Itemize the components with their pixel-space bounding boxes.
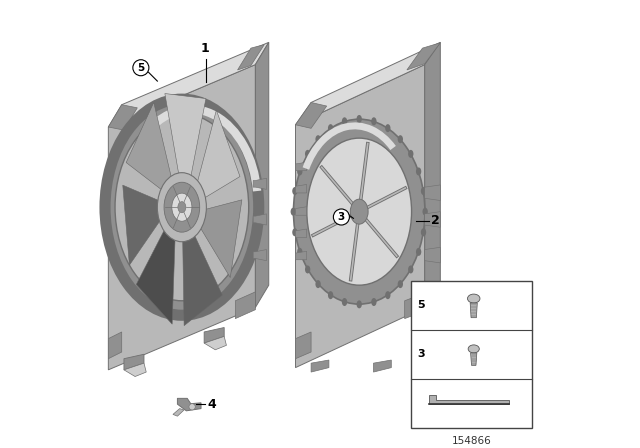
Ellipse shape <box>342 117 348 125</box>
Ellipse shape <box>305 150 310 158</box>
Ellipse shape <box>305 265 310 273</box>
Polygon shape <box>429 395 509 404</box>
Text: 2: 2 <box>431 214 440 227</box>
Polygon shape <box>253 250 266 261</box>
Polygon shape <box>470 353 477 366</box>
Ellipse shape <box>397 135 403 143</box>
Ellipse shape <box>157 172 206 242</box>
Polygon shape <box>425 42 440 307</box>
Ellipse shape <box>316 280 321 288</box>
Text: 1: 1 <box>201 42 209 55</box>
Polygon shape <box>425 211 440 227</box>
Polygon shape <box>204 336 227 350</box>
Polygon shape <box>470 303 477 318</box>
Polygon shape <box>311 360 329 372</box>
Polygon shape <box>296 103 326 128</box>
Ellipse shape <box>356 115 362 123</box>
Polygon shape <box>404 293 425 319</box>
Ellipse shape <box>294 119 425 304</box>
Polygon shape <box>253 178 266 190</box>
Polygon shape <box>425 185 440 201</box>
Polygon shape <box>204 327 224 343</box>
Polygon shape <box>296 251 307 260</box>
Ellipse shape <box>371 117 376 125</box>
Text: 5: 5 <box>417 300 425 310</box>
Polygon shape <box>296 229 307 237</box>
Ellipse shape <box>297 168 303 176</box>
Ellipse shape <box>397 280 403 288</box>
Polygon shape <box>108 65 255 370</box>
Polygon shape <box>198 200 242 278</box>
Ellipse shape <box>291 207 296 215</box>
Ellipse shape <box>292 187 298 195</box>
Polygon shape <box>165 94 206 181</box>
Text: 4: 4 <box>207 398 216 411</box>
Polygon shape <box>253 214 266 225</box>
Polygon shape <box>296 162 307 171</box>
Ellipse shape <box>292 228 298 236</box>
Ellipse shape <box>172 193 192 221</box>
Polygon shape <box>126 103 173 192</box>
Polygon shape <box>255 42 269 307</box>
Ellipse shape <box>178 202 186 213</box>
Polygon shape <box>196 110 240 200</box>
Polygon shape <box>296 185 307 193</box>
Ellipse shape <box>468 345 479 353</box>
Text: 154866: 154866 <box>452 436 492 446</box>
Ellipse shape <box>385 124 390 132</box>
Ellipse shape <box>385 291 390 299</box>
Polygon shape <box>108 332 122 359</box>
Ellipse shape <box>421 228 426 236</box>
Polygon shape <box>173 409 184 416</box>
Polygon shape <box>124 363 146 376</box>
Polygon shape <box>374 360 391 372</box>
Ellipse shape <box>350 199 368 224</box>
Ellipse shape <box>342 298 348 306</box>
Polygon shape <box>108 105 138 130</box>
Polygon shape <box>108 42 269 127</box>
Polygon shape <box>123 185 163 265</box>
Circle shape <box>333 209 349 225</box>
Polygon shape <box>425 247 440 263</box>
Polygon shape <box>296 332 311 359</box>
Ellipse shape <box>421 187 426 195</box>
Ellipse shape <box>422 207 428 215</box>
Ellipse shape <box>408 150 413 158</box>
Ellipse shape <box>416 248 421 256</box>
FancyBboxPatch shape <box>412 281 532 428</box>
Text: 3: 3 <box>417 349 425 359</box>
Circle shape <box>133 60 149 76</box>
Polygon shape <box>124 354 144 370</box>
Ellipse shape <box>328 291 333 299</box>
Polygon shape <box>296 207 307 215</box>
Polygon shape <box>237 44 264 70</box>
Polygon shape <box>296 65 425 368</box>
Ellipse shape <box>164 182 200 232</box>
Ellipse shape <box>316 135 321 143</box>
Polygon shape <box>296 42 440 125</box>
Ellipse shape <box>371 298 376 306</box>
Ellipse shape <box>416 168 421 176</box>
Polygon shape <box>136 225 175 324</box>
Ellipse shape <box>115 114 249 301</box>
Ellipse shape <box>105 99 259 315</box>
Ellipse shape <box>328 124 333 132</box>
Polygon shape <box>177 398 201 411</box>
Ellipse shape <box>467 294 480 303</box>
Text: 3: 3 <box>338 212 345 222</box>
Ellipse shape <box>408 265 413 273</box>
Ellipse shape <box>297 248 303 256</box>
Polygon shape <box>407 43 440 70</box>
Ellipse shape <box>307 138 412 285</box>
Ellipse shape <box>189 404 195 410</box>
Polygon shape <box>182 231 222 326</box>
Ellipse shape <box>356 300 362 308</box>
Polygon shape <box>236 292 255 319</box>
Text: 5: 5 <box>137 63 145 73</box>
